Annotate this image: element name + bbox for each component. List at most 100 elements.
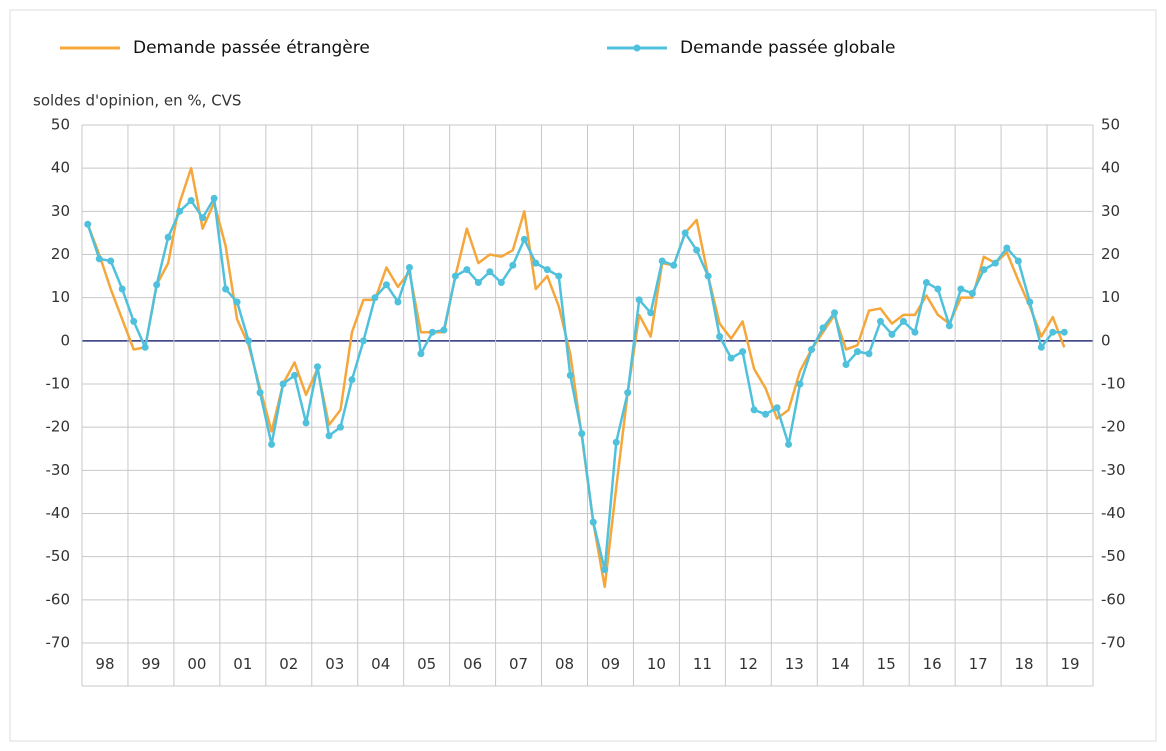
y2-tick-label: -50 [1101,547,1126,565]
point [865,350,873,358]
point [107,257,115,265]
point [394,298,402,306]
point [1049,328,1057,336]
y2-tick-label: -70 [1101,634,1126,652]
x-tick-label: 15 [877,655,896,673]
point [853,348,861,356]
point [474,279,482,287]
point [934,285,942,293]
point [359,337,367,345]
point [704,272,712,280]
x-tick-label: 02 [279,655,298,673]
point [1003,244,1011,252]
x-tick-label: 98 [95,655,114,673]
point [279,380,287,388]
x-tick-label: 11 [693,655,712,673]
point [808,345,816,353]
point [509,261,517,269]
point [371,294,379,302]
y-tick-label: 50 [51,116,70,134]
y-axis-label: soldes d'opinion, en %, CVS [33,92,241,110]
point [1037,343,1045,351]
x-tick-label: 19 [1060,655,1079,673]
point [153,281,161,289]
x-tick-label: 05 [417,655,436,673]
point [417,350,425,358]
x-tick-label: 00 [187,655,206,673]
point [957,285,965,293]
point [899,317,907,325]
x-tick-label: 13 [785,655,804,673]
point [130,317,138,325]
point [693,246,701,254]
point [831,309,839,317]
y-tick-label: -50 [46,547,71,565]
point [222,285,230,293]
y-tick-label: -20 [46,418,71,436]
legend-marker [633,44,641,52]
x-tick-label: 14 [831,655,850,673]
point [727,354,735,362]
x-tick-label: 09 [601,655,620,673]
point [291,371,299,379]
y2-tick-label: 30 [1101,202,1120,220]
point [1014,257,1022,265]
point [612,438,620,446]
y2-tick-label: 20 [1101,245,1120,263]
point [635,296,643,304]
y2-tick-label: -60 [1101,590,1126,608]
point [532,259,540,267]
point [842,361,850,369]
point [750,406,758,414]
x-tick-label: 99 [141,655,160,673]
point [382,281,390,289]
point [314,363,322,371]
point [543,266,551,274]
point [84,220,92,228]
point [164,233,172,241]
y-tick-label: -30 [46,461,71,479]
point [245,337,253,345]
frame [9,9,1157,742]
y2-tick-label: -40 [1101,504,1126,522]
y2-tick-label: 10 [1101,288,1120,306]
point [118,285,126,293]
point [1060,328,1068,336]
point [555,272,563,280]
series-line [86,166,1066,589]
point [486,268,494,276]
point [440,326,448,334]
point [233,298,241,306]
x-tick-label: 04 [371,655,390,673]
point [497,279,505,287]
point [95,255,103,263]
point [302,419,310,427]
point [348,376,356,384]
y2-tick-label: 50 [1101,116,1120,134]
point [773,404,781,412]
point [819,324,827,332]
x-tick-label: 17 [969,655,988,673]
point [658,257,666,265]
y-tick-label: 20 [51,245,70,263]
y-tick-label: -10 [46,375,71,393]
x-tick-label: 16 [923,655,942,673]
point [141,343,149,351]
legend-label: Demande passée étrangère [133,38,370,58]
point [463,266,471,274]
point [336,423,344,431]
point [922,279,930,287]
point [187,197,195,205]
point [716,333,724,341]
y2-tick-label: 40 [1101,159,1120,177]
point [451,272,459,280]
point [405,263,413,271]
y2-tick-label: -30 [1101,461,1126,479]
y-tick-label: -40 [46,504,71,522]
point [176,207,184,215]
y-tick-label: 30 [51,202,70,220]
point [624,389,632,397]
x-tick-label: 18 [1015,655,1034,673]
point [945,322,953,330]
